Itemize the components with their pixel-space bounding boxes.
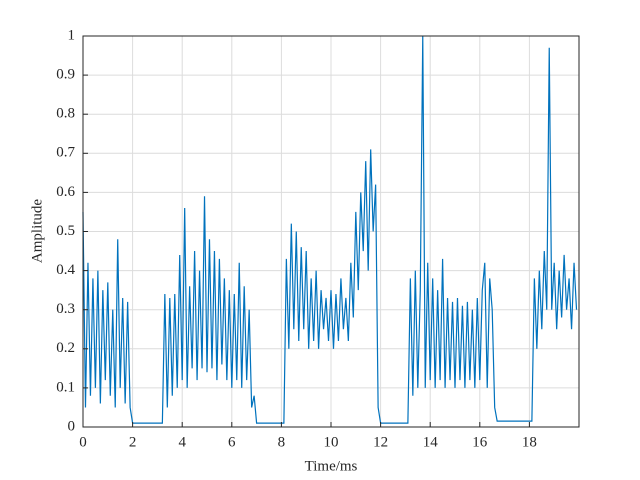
x-axis-label: Time/ms xyxy=(305,458,358,474)
signal-line xyxy=(82,35,578,424)
y-tick-label: 0.4 xyxy=(56,262,75,278)
y-tick-label: 1 xyxy=(68,27,76,43)
x-tick-label: 2 xyxy=(129,434,137,450)
x-tick-label: 10 xyxy=(324,434,339,450)
y-tick-label: 0.6 xyxy=(56,184,75,200)
x-tick-label: 6 xyxy=(228,434,236,450)
x-tick-label: 18 xyxy=(522,434,537,450)
x-tick-label: 12 xyxy=(373,434,388,450)
y-tick-label: 0.9 xyxy=(56,67,75,83)
x-tick-label: 4 xyxy=(178,434,186,450)
y-tick-label: 0.7 xyxy=(56,145,75,161)
y-tick-label: 0.2 xyxy=(56,340,75,356)
x-tick-label: 8 xyxy=(278,434,286,450)
plot-area xyxy=(82,35,578,424)
y-tick-label: 0 xyxy=(68,418,76,434)
y-axis-label: Amplitude xyxy=(29,199,45,264)
y-tick-label: 0.3 xyxy=(56,301,75,317)
x-tick-label: 14 xyxy=(423,434,439,450)
x-tick-label: 0 xyxy=(79,434,87,450)
y-tick-label: 0.5 xyxy=(56,223,75,239)
y-tick-label: 0.1 xyxy=(56,379,75,395)
ticks: 0 2 4 6 8 10 12 14 16 18 0 0.1 0.2 0.3 0.4 0.5 0.6 0.7 0.8… xyxy=(56,27,537,450)
y-tick-label: 0.8 xyxy=(56,106,75,122)
x-tick-label: 16 xyxy=(472,434,488,450)
